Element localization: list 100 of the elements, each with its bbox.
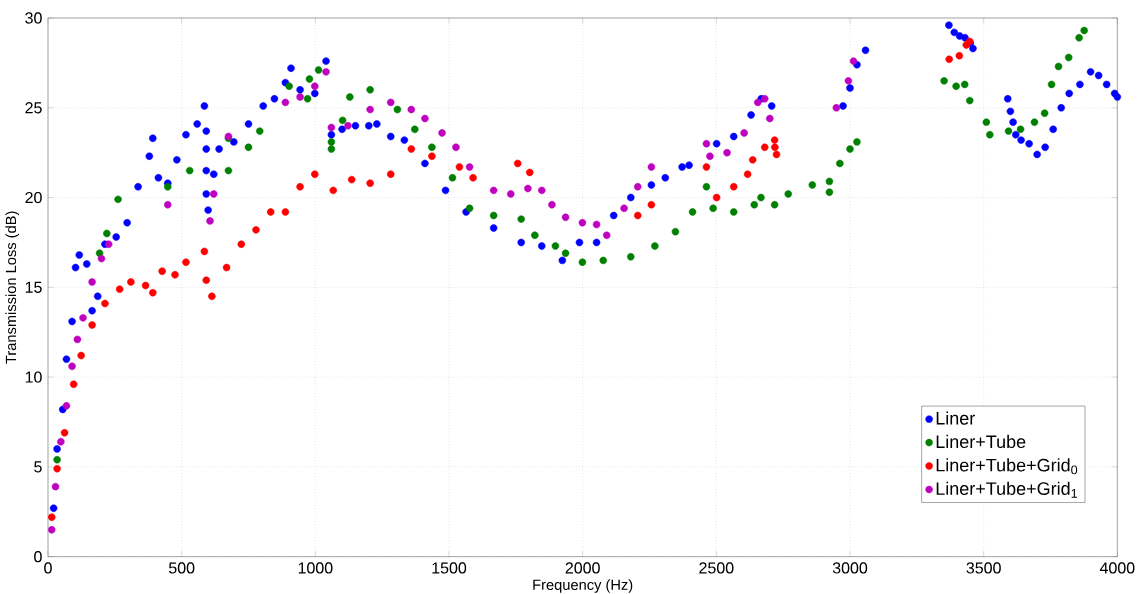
point xyxy=(149,288,157,297)
point xyxy=(754,98,762,107)
point xyxy=(421,114,429,123)
point xyxy=(327,123,336,132)
point xyxy=(647,163,656,171)
point xyxy=(513,159,522,168)
legend-label: Liner+Tube xyxy=(936,434,1026,449)
point xyxy=(561,213,570,222)
x-tick-label: 3500 xyxy=(966,562,1001,574)
legend-label: Liner+Tube+Grid$_{0}$ xyxy=(936,458,1078,475)
point xyxy=(171,271,179,279)
point xyxy=(57,438,65,446)
point xyxy=(366,105,374,114)
point xyxy=(266,208,275,216)
point xyxy=(202,276,210,284)
point xyxy=(200,247,209,256)
point xyxy=(729,183,738,191)
x-tick-label: 2000 xyxy=(565,562,600,574)
point xyxy=(702,139,711,148)
point xyxy=(60,429,69,437)
point xyxy=(329,186,337,195)
point xyxy=(771,143,779,152)
x-axis-title: Frequency (Hz) xyxy=(533,579,633,593)
point xyxy=(766,114,774,123)
point xyxy=(281,98,290,107)
point xyxy=(592,220,601,229)
point xyxy=(748,156,757,164)
y-tick-label: 15 xyxy=(25,281,42,293)
point xyxy=(237,240,246,248)
point xyxy=(311,82,319,90)
point xyxy=(252,226,260,234)
y-tick-label: 10 xyxy=(25,371,42,383)
point xyxy=(347,175,356,184)
y-axis-title: Transmission Loss (dB) xyxy=(5,211,20,364)
point xyxy=(296,93,304,101)
y-tick-label: 30 xyxy=(25,12,42,24)
y-tick-label: 0 xyxy=(34,551,42,563)
point xyxy=(743,170,752,178)
point xyxy=(455,163,464,171)
point xyxy=(88,321,96,329)
point xyxy=(48,513,56,521)
point xyxy=(712,193,721,202)
point xyxy=(386,170,395,178)
x-tick-label: 1000 xyxy=(298,562,333,574)
point xyxy=(634,211,642,220)
point xyxy=(407,145,416,153)
x-tick-label: 4000 xyxy=(1099,562,1135,574)
y-tick-label: 25 xyxy=(25,102,42,114)
point xyxy=(955,51,964,60)
point xyxy=(849,57,858,65)
point xyxy=(322,68,330,76)
point xyxy=(158,267,166,275)
point xyxy=(51,482,60,491)
y-tick-label: 20 xyxy=(25,191,42,204)
x-tick-label: 500 xyxy=(168,562,195,574)
point xyxy=(77,351,85,360)
point xyxy=(97,254,106,263)
point xyxy=(164,201,172,209)
point xyxy=(465,163,474,171)
point xyxy=(281,208,290,216)
point xyxy=(740,129,748,137)
point xyxy=(832,104,841,112)
point xyxy=(706,152,714,160)
point xyxy=(407,105,416,114)
x-tick-label: 3000 xyxy=(832,562,868,574)
point xyxy=(770,136,779,144)
legend-label: Liner xyxy=(936,411,975,425)
point xyxy=(115,285,124,293)
point xyxy=(88,278,96,286)
point xyxy=(53,464,61,473)
point xyxy=(386,98,395,107)
point xyxy=(438,129,446,137)
point xyxy=(208,292,216,301)
point xyxy=(48,526,56,534)
point xyxy=(73,335,82,344)
x-tick-label: 0 xyxy=(44,562,52,574)
point xyxy=(526,168,534,177)
point xyxy=(311,170,319,178)
point xyxy=(578,218,587,227)
legend-label: Liner+Tube+Grid$_{1}$ xyxy=(936,481,1078,498)
point xyxy=(104,240,113,248)
point xyxy=(760,95,769,103)
point xyxy=(141,281,150,290)
point xyxy=(79,314,87,322)
point xyxy=(507,190,515,198)
point xyxy=(296,183,304,191)
x-tick-label: 2500 xyxy=(699,562,734,574)
point xyxy=(538,186,546,195)
point xyxy=(647,201,656,209)
point xyxy=(69,380,78,389)
point xyxy=(620,204,628,213)
point xyxy=(603,231,611,239)
point xyxy=(452,143,460,152)
point xyxy=(772,150,781,159)
point xyxy=(68,362,76,371)
point xyxy=(844,77,853,85)
point xyxy=(366,179,374,187)
point xyxy=(469,174,477,182)
point xyxy=(634,183,642,191)
point xyxy=(945,55,953,64)
